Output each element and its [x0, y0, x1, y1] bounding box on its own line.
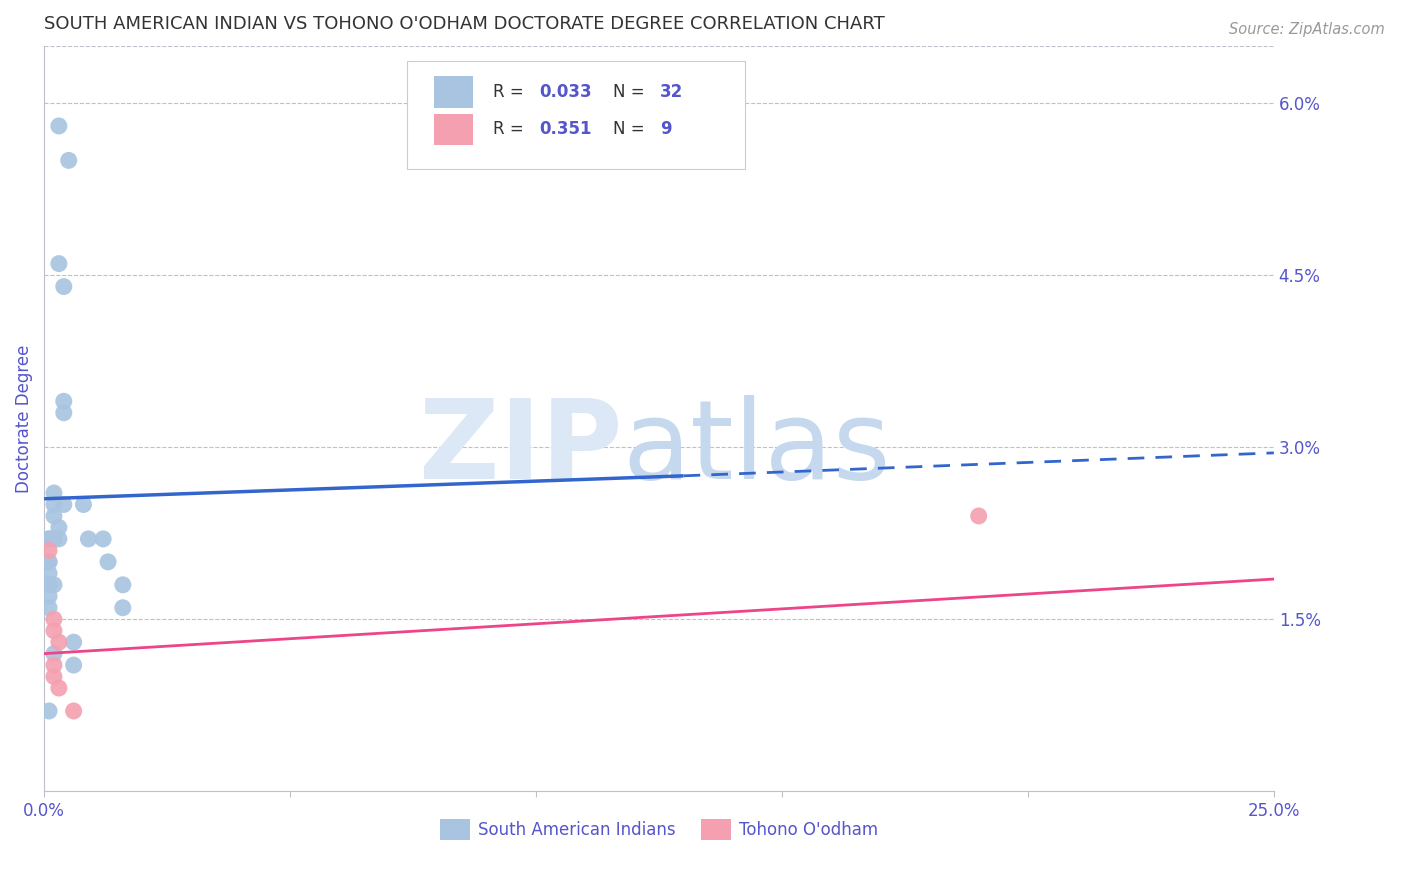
Point: [52, 406, 75, 420]
Text: atlas: atlas: [621, 395, 890, 502]
Text: SOUTH AMERICAN INDIAN VS TOHONO O'ODHAM DOCTORATE DEGREE CORRELATION CHART: SOUTH AMERICAN INDIAN VS TOHONO O'ODHAM …: [44, 15, 884, 33]
FancyBboxPatch shape: [406, 61, 745, 169]
Point: [97, 555, 120, 569]
Bar: [434, 76, 474, 108]
Point: [38, 704, 60, 718]
Point: [48, 119, 70, 133]
Text: N =: N =: [613, 120, 651, 138]
Point: [42, 612, 65, 626]
Point: [42, 624, 65, 638]
Text: R =: R =: [494, 83, 529, 101]
Point: [77, 532, 100, 546]
Point: [967, 508, 990, 523]
Point: [62, 635, 84, 649]
Point: [38, 532, 60, 546]
Point: [48, 635, 70, 649]
Point: [58, 153, 80, 168]
Point: [62, 704, 84, 718]
Point: [111, 578, 134, 592]
Text: R =: R =: [494, 120, 529, 138]
Point: [72, 498, 94, 512]
Point: [38, 532, 60, 546]
Text: 9: 9: [661, 120, 672, 138]
Point: [42, 508, 65, 523]
Legend: South American Indians, Tohono O'odham: South American Indians, Tohono O'odham: [433, 813, 884, 847]
Point: [111, 600, 134, 615]
Text: 32: 32: [661, 83, 683, 101]
Text: Source: ZipAtlas.com: Source: ZipAtlas.com: [1229, 22, 1385, 37]
Point: [42, 498, 65, 512]
Text: 0.351: 0.351: [540, 120, 592, 138]
Point: [48, 532, 70, 546]
Point: [91, 532, 114, 546]
Point: [38, 566, 60, 581]
Y-axis label: Doctorate Degree: Doctorate Degree: [15, 344, 32, 492]
Point: [38, 600, 60, 615]
Text: ZIP: ZIP: [419, 395, 621, 502]
Point: [38, 578, 60, 592]
Point: [38, 555, 60, 569]
Text: N =: N =: [613, 83, 651, 101]
Point: [42, 658, 65, 673]
Point: [52, 394, 75, 409]
Point: [42, 578, 65, 592]
Point: [48, 681, 70, 695]
Point: [48, 257, 70, 271]
Point: [52, 498, 75, 512]
Point: [52, 279, 75, 293]
Point: [38, 555, 60, 569]
Point: [38, 589, 60, 603]
Text: 0.033: 0.033: [540, 83, 592, 101]
Point: [42, 532, 65, 546]
Point: [62, 658, 84, 673]
Point: [38, 543, 60, 558]
Point: [42, 647, 65, 661]
Point: [42, 486, 65, 500]
Point: [48, 520, 70, 534]
Point: [42, 669, 65, 683]
Bar: [434, 113, 474, 145]
